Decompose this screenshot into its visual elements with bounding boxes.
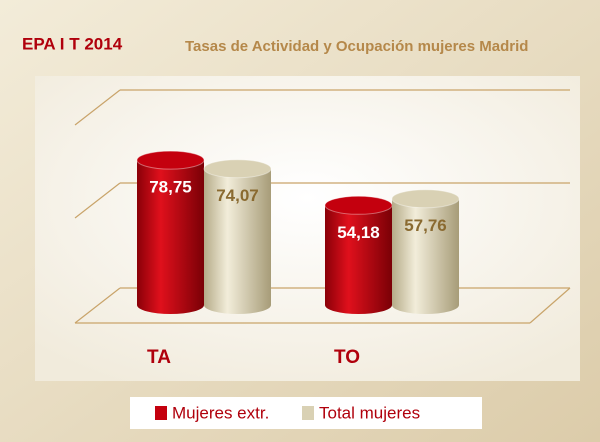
value-label: 78,75	[149, 178, 192, 197]
value-label: 57,76	[404, 216, 447, 235]
bar	[392, 198, 459, 305]
bar	[204, 168, 271, 305]
chart-title: EPA I T 2014	[22, 34, 123, 53]
bar	[325, 205, 392, 305]
chart-subtitle: Tasas de Actividad y Ocupación mujeres M…	[185, 38, 528, 55]
value-label: 54,18	[337, 223, 380, 242]
legend-swatch	[302, 406, 314, 420]
bar-top	[136, 150, 205, 170]
plot-panel	[35, 76, 580, 381]
bar-top	[391, 189, 460, 209]
bar-top	[324, 195, 393, 215]
bar	[137, 160, 204, 305]
legend-label: Mujeres extr.	[172, 403, 269, 422]
x-tick-label: TO	[334, 347, 360, 368]
x-tick-label: TA	[147, 347, 171, 368]
legend-swatch	[155, 406, 167, 420]
value-label: 74,07	[216, 186, 259, 205]
bar-top	[203, 159, 272, 179]
legend-label: Total mujeres	[319, 403, 420, 422]
